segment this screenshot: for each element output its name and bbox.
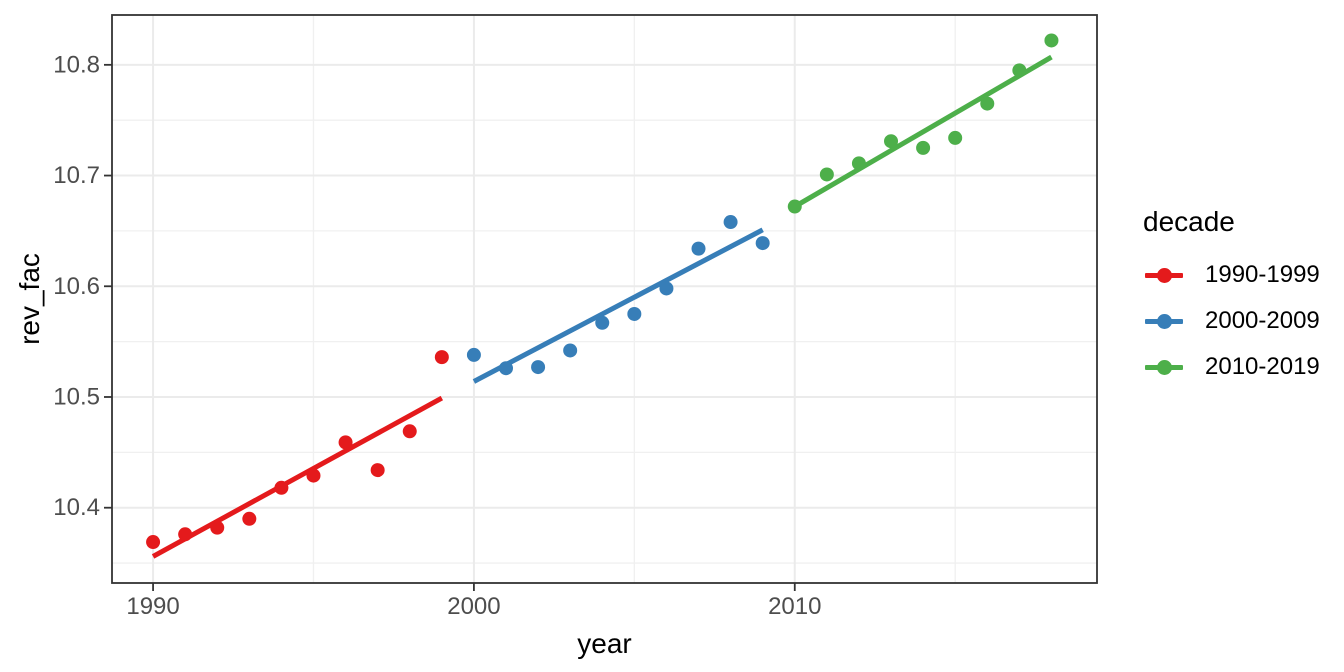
trend-line-2010-2019 xyxy=(793,54,1053,209)
data-point-2010-2019 xyxy=(1044,33,1059,48)
data-point-2010-2019 xyxy=(851,156,866,171)
data-point-2010-2019 xyxy=(884,134,899,149)
x-tick-label: 1990 xyxy=(126,593,179,620)
data-point-2000-2009 xyxy=(691,241,706,256)
data-point-2010-2019 xyxy=(916,140,931,155)
y-tick-label: 10.5 xyxy=(53,383,100,410)
data-point-1990-1999 xyxy=(370,463,385,478)
data-point-2000-2009 xyxy=(627,306,642,321)
x-tick-label: 2010 xyxy=(768,593,821,620)
data-point-2000-2009 xyxy=(499,361,513,376)
data-point-2000-2009 xyxy=(563,343,578,358)
data-point-1990-1999 xyxy=(210,520,225,535)
data-point-1990-1999 xyxy=(242,511,257,526)
data-point-1990-1999 xyxy=(274,480,289,495)
data-point-2000-2009 xyxy=(595,315,610,330)
data-point-1990-1999 xyxy=(402,424,417,439)
y-tick-label: 10.6 xyxy=(53,273,100,300)
data-point-2000-2009 xyxy=(723,215,738,230)
trend-line-1990-1999 xyxy=(151,395,444,559)
data-point-2000-2009 xyxy=(659,281,674,296)
data-point-1990-1999 xyxy=(434,350,449,365)
data-point-1990-1999 xyxy=(146,535,161,550)
x-axis-title: year xyxy=(577,628,632,659)
data-point-2010-2019 xyxy=(980,96,995,111)
y-tick-label: 10.4 xyxy=(53,494,100,521)
x-tick-label: 2000 xyxy=(447,593,500,620)
data-point-2000-2009 xyxy=(755,236,770,251)
data-point-2010-2019 xyxy=(787,199,802,214)
data-point-2010-2019 xyxy=(948,130,963,145)
data-point-1990-1999 xyxy=(338,435,353,450)
data-point-1990-1999 xyxy=(178,527,193,542)
y-tick-label: 10.8 xyxy=(53,51,100,78)
y-tick-label: 10.7 xyxy=(53,162,100,189)
data-point-2000-2009 xyxy=(531,360,546,375)
data-point-2010-2019 xyxy=(1012,63,1027,78)
data-point-2000-2009 xyxy=(466,347,481,362)
y-axis-title: rev_fac xyxy=(14,253,45,345)
data-point-2010-2019 xyxy=(819,167,834,182)
trend-line-2000-2009 xyxy=(472,227,764,384)
panel-border xyxy=(111,14,1098,584)
data-point-1990-1999 xyxy=(306,468,321,483)
